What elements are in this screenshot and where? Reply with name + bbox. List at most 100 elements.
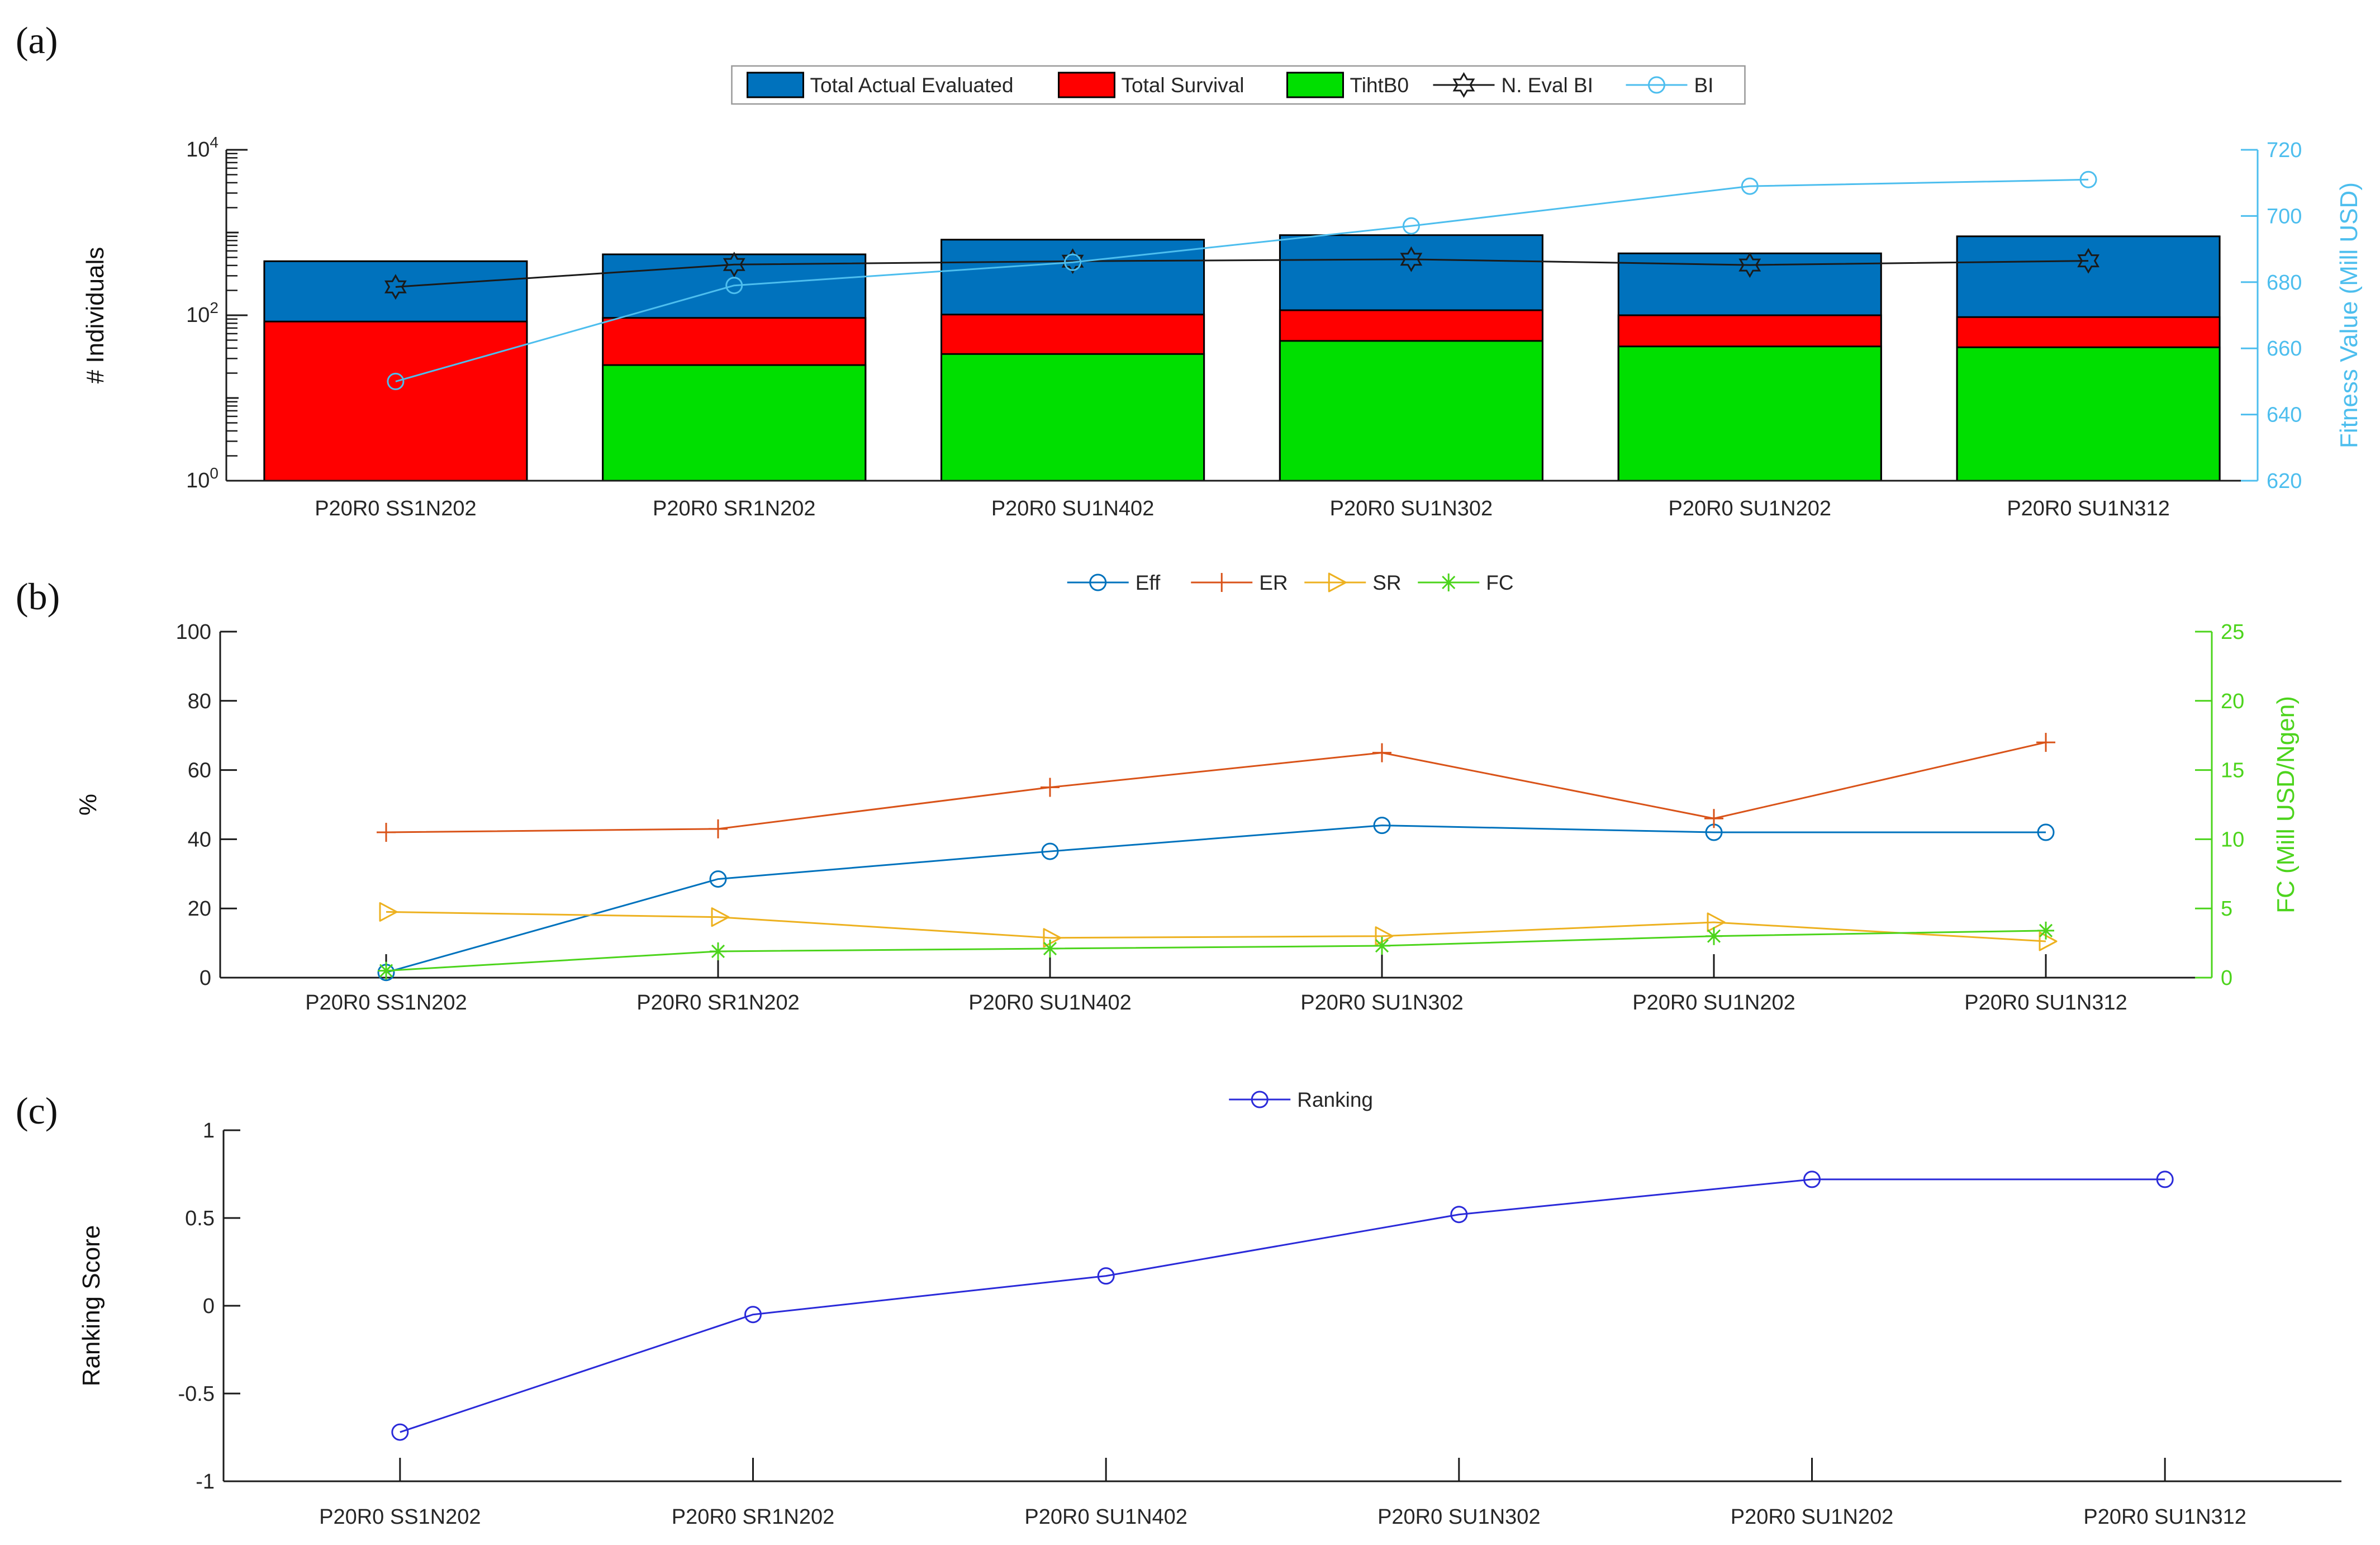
circle-marker: [1648, 76, 1665, 94]
y-tick-label: 0: [199, 966, 211, 990]
bar-tihtb0: [940, 353, 1205, 482]
circle-marker: [2079, 170, 2097, 188]
log-tick-label: 100: [186, 465, 218, 492]
legend-label: TihtB0: [1350, 74, 1409, 97]
panel-b-label: (b): [16, 575, 60, 618]
legend-swatch: [747, 72, 804, 98]
circle-marker: [387, 372, 405, 390]
panel-c-label: (c): [16, 1089, 58, 1132]
asterisk-marker: [2037, 921, 2054, 940]
x-category-label: P20R0 SR1N202: [653, 497, 816, 520]
circle-marker: [1064, 253, 1082, 271]
log-tick-label: 104: [186, 134, 218, 162]
line-n-eval-bi: [395, 258, 2089, 288]
x-category-label: P20R0 SU1N202: [1668, 497, 1831, 520]
right-tick-label: 720: [2267, 139, 2302, 162]
triangle-right-marker: [2039, 931, 2058, 951]
x-category-label: P20R0 SU1N202: [1731, 1505, 1894, 1529]
plus-marker: [1212, 573, 1232, 592]
legend-label: SR: [1372, 571, 1401, 594]
plus-marker: [709, 819, 728, 838]
legend-label: Ranking: [1297, 1088, 1373, 1111]
line-eff: [386, 824, 2046, 974]
y-tick-label: -1: [196, 1470, 215, 1494]
log-tick-label: 102: [186, 299, 218, 327]
circle-marker: [744, 1306, 762, 1324]
hexagram-marker: [384, 274, 407, 300]
legend-box: [731, 65, 1746, 105]
circle-marker: [1097, 1267, 1115, 1285]
triangle-right-marker: [379, 902, 398, 922]
circle-marker: [1402, 217, 1420, 235]
circle-marker: [1741, 177, 1759, 195]
x-category-label: P20R0 SR1N202: [636, 991, 800, 1015]
x-category-label: P20R0 SS1N202: [319, 1505, 481, 1529]
right-tick-label: 640: [2267, 404, 2302, 427]
y-axis-label-ranking: Ranking Score: [78, 1225, 105, 1387]
y-tick-label: 1: [203, 1119, 215, 1143]
y-tick-label: 40: [188, 828, 211, 851]
right-tick-label: 5: [2221, 897, 2232, 921]
right-tick-label: 20: [2221, 690, 2244, 713]
bar-total-survival: [263, 320, 528, 482]
circle-marker: [1803, 1170, 1821, 1188]
y-axis-label-individuals: # Individuals: [82, 247, 109, 384]
x-category-label: P20R0 SS1N202: [315, 497, 476, 520]
triangle-right-marker: [1043, 928, 1062, 948]
plus-marker: [1041, 778, 1060, 797]
line-er: [386, 741, 2046, 833]
hexagram-marker: [1061, 248, 1084, 274]
y-tick-label: -0.5: [178, 1382, 215, 1406]
plus-marker: [1372, 743, 1391, 762]
x-category-label: P20R0 SR1N202: [672, 1505, 835, 1529]
right-tick-label: 700: [2267, 205, 2302, 228]
line-sr: [386, 911, 2046, 942]
y-tick-label: 80: [188, 690, 211, 713]
chart-a-individuals-fitness: 100 102 104 # Individuals 620 640 660 680 700 720…: [82, 65, 2363, 520]
triangle-right-marker: [1707, 912, 1726, 932]
right-tick-label: 680: [2267, 271, 2302, 295]
asterisk-marker: [1706, 927, 1722, 945]
chart-c-ranking: -1 -0.5 0 0.5 1 P20R0 SS1N202 P20R0 SR1N202 P20…: [78, 1088, 2341, 1529]
triangle-right-marker: [1375, 926, 1394, 946]
plus-marker: [377, 823, 396, 842]
legend-label: ER: [1259, 571, 1288, 594]
x-category-label: P20R0 SU1N312: [2007, 497, 2170, 520]
y-axis-label-percent: %: [74, 794, 102, 816]
bar-tihtb0: [1956, 346, 2221, 482]
y-axis-label-fc: FC (Mill USD/Ngen): [2272, 696, 2300, 913]
y-tick-label: 60: [188, 759, 211, 783]
legend-swatch: [1286, 72, 1344, 98]
legend-label: BI: [1694, 74, 1714, 97]
hexagram-marker: [2077, 248, 2100, 274]
y-tick-label: 100: [176, 620, 211, 644]
triangle-right-marker: [711, 907, 730, 927]
legend-label: FC: [1486, 571, 1513, 594]
x-category-label: P20R0 SU1N402: [1024, 1505, 1187, 1529]
right-tick-label: 660: [2267, 337, 2302, 361]
circle-marker: [2037, 823, 2055, 841]
circle-marker: [1089, 574, 1107, 591]
asterisk-marker: [1440, 574, 1457, 591]
plus-marker: [1704, 809, 1723, 828]
circle-marker: [1251, 1091, 1269, 1108]
x-category-label: P20R0 SU1N202: [1632, 991, 1795, 1015]
asterisk-marker: [1042, 940, 1058, 958]
y-tick-label: 0.5: [185, 1207, 215, 1230]
circle-marker: [1041, 842, 1059, 860]
x-category-label: P20R0 SU1N402: [991, 497, 1155, 520]
line-fc: [386, 930, 2046, 972]
right-tick-label: 25: [2221, 620, 2244, 644]
right-tick-label: 15: [2221, 759, 2244, 783]
x-category-label: P20R0 SU1N312: [2083, 1505, 2246, 1529]
y-tick-label: 0: [203, 1295, 215, 1318]
y-tick-label: 20: [188, 897, 211, 921]
asterisk-marker: [1374, 937, 1390, 955]
asterisk-marker: [710, 942, 726, 960]
asterisk-marker: [378, 961, 395, 980]
right-tick-label: 620: [2267, 470, 2302, 493]
line-bi: [395, 178, 2089, 382]
circle-marker: [2156, 1170, 2174, 1188]
